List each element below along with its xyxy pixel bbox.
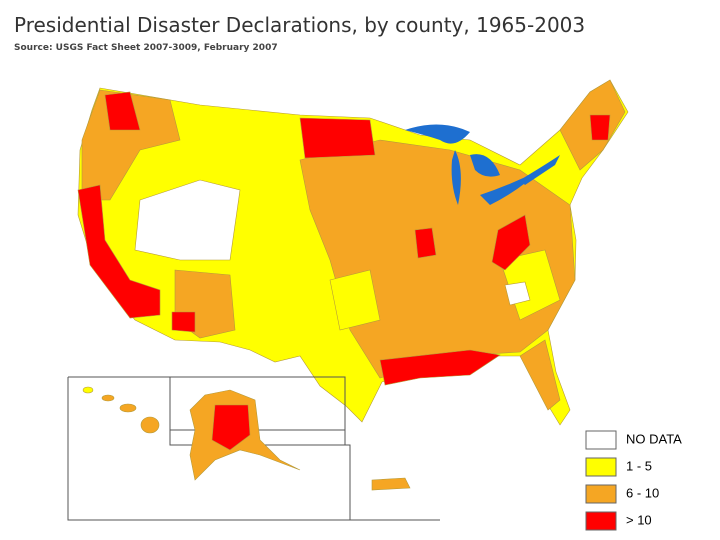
legend-label: > 10 bbox=[626, 512, 652, 527]
great-lakes bbox=[405, 124, 560, 205]
map-region bbox=[81, 89, 181, 201]
map-region bbox=[299, 117, 376, 159]
legend-swatch bbox=[585, 484, 617, 504]
map-region bbox=[414, 227, 437, 259]
inset-frame bbox=[67, 376, 440, 521]
map-region bbox=[329, 269, 381, 331]
map-region bbox=[171, 311, 196, 333]
legend-swatch bbox=[585, 511, 617, 531]
legend-label: NO DATA bbox=[626, 431, 682, 446]
legend: NO DATA 1 - 5 6 - 10 > 10 bbox=[585, 430, 682, 531]
map-region bbox=[491, 214, 531, 271]
map-region bbox=[101, 394, 115, 402]
puerto-rico bbox=[371, 477, 411, 491]
map-region bbox=[119, 403, 137, 413]
legend-label: 1 - 5 bbox=[626, 458, 652, 473]
map-region bbox=[134, 179, 241, 261]
source: Source: USGS Fact Sheet 2007-3009, Febru… bbox=[14, 43, 278, 53]
alaska-region bbox=[211, 404, 251, 451]
hawaii bbox=[82, 386, 160, 434]
title: Presidential Disaster Declarations, by c… bbox=[14, 13, 585, 37]
map-region bbox=[104, 91, 141, 131]
map-region bbox=[140, 416, 160, 434]
map-region bbox=[519, 339, 561, 411]
legend-label: 6 - 10 bbox=[626, 485, 659, 500]
legend-swatch bbox=[585, 430, 617, 450]
map-region bbox=[589, 114, 611, 141]
map-region bbox=[504, 281, 531, 306]
map-region bbox=[379, 349, 501, 386]
map-region bbox=[82, 386, 94, 394]
legend-swatch bbox=[585, 457, 617, 477]
map-region bbox=[77, 184, 161, 319]
